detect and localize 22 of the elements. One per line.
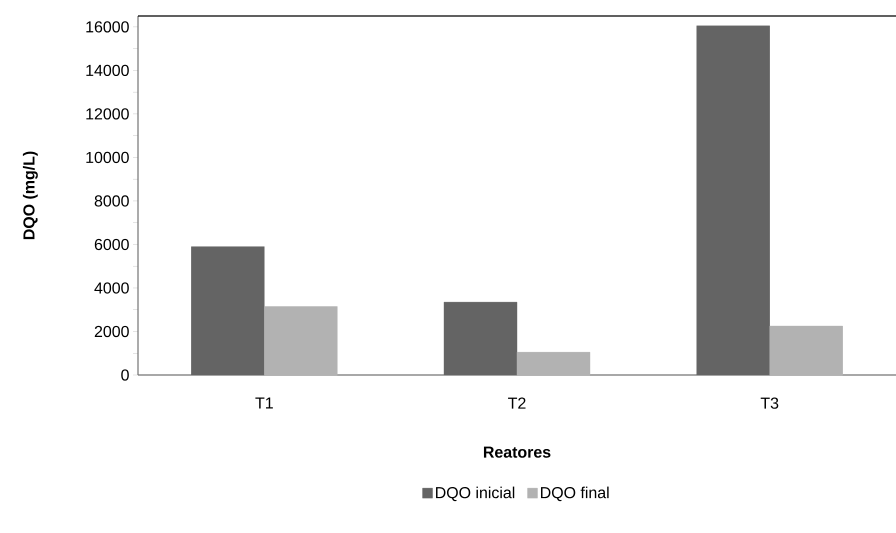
bar bbox=[769, 326, 843, 376]
y-tick-label: 8000 bbox=[94, 195, 129, 207]
x-tick-label: T3 bbox=[760, 398, 778, 409]
y-axis-title: DQO (mg/L) bbox=[22, 152, 38, 240]
y-tick-label: 14000 bbox=[86, 64, 129, 76]
x-tick-label: T2 bbox=[508, 398, 526, 409]
bar bbox=[516, 352, 590, 376]
bar bbox=[696, 26, 770, 376]
y-tick-label: 16000 bbox=[86, 21, 129, 33]
y-tick-label: 2000 bbox=[94, 326, 129, 338]
x-axis-title: Reatores bbox=[484, 446, 550, 458]
bar bbox=[191, 246, 265, 376]
y-tick-label: 4000 bbox=[94, 282, 129, 294]
y-tick-label: 6000 bbox=[94, 238, 129, 250]
bar bbox=[264, 306, 338, 376]
x-tick-label: T1 bbox=[255, 398, 273, 408]
y-tick-label: 0 bbox=[121, 369, 129, 381]
bar bbox=[444, 302, 518, 376]
legend-label: DQO final bbox=[541, 486, 609, 502]
legend-label: DQO inicial bbox=[436, 486, 514, 502]
y-tick-label: 10000 bbox=[86, 152, 129, 164]
y-tick-label: 12000 bbox=[86, 108, 129, 120]
